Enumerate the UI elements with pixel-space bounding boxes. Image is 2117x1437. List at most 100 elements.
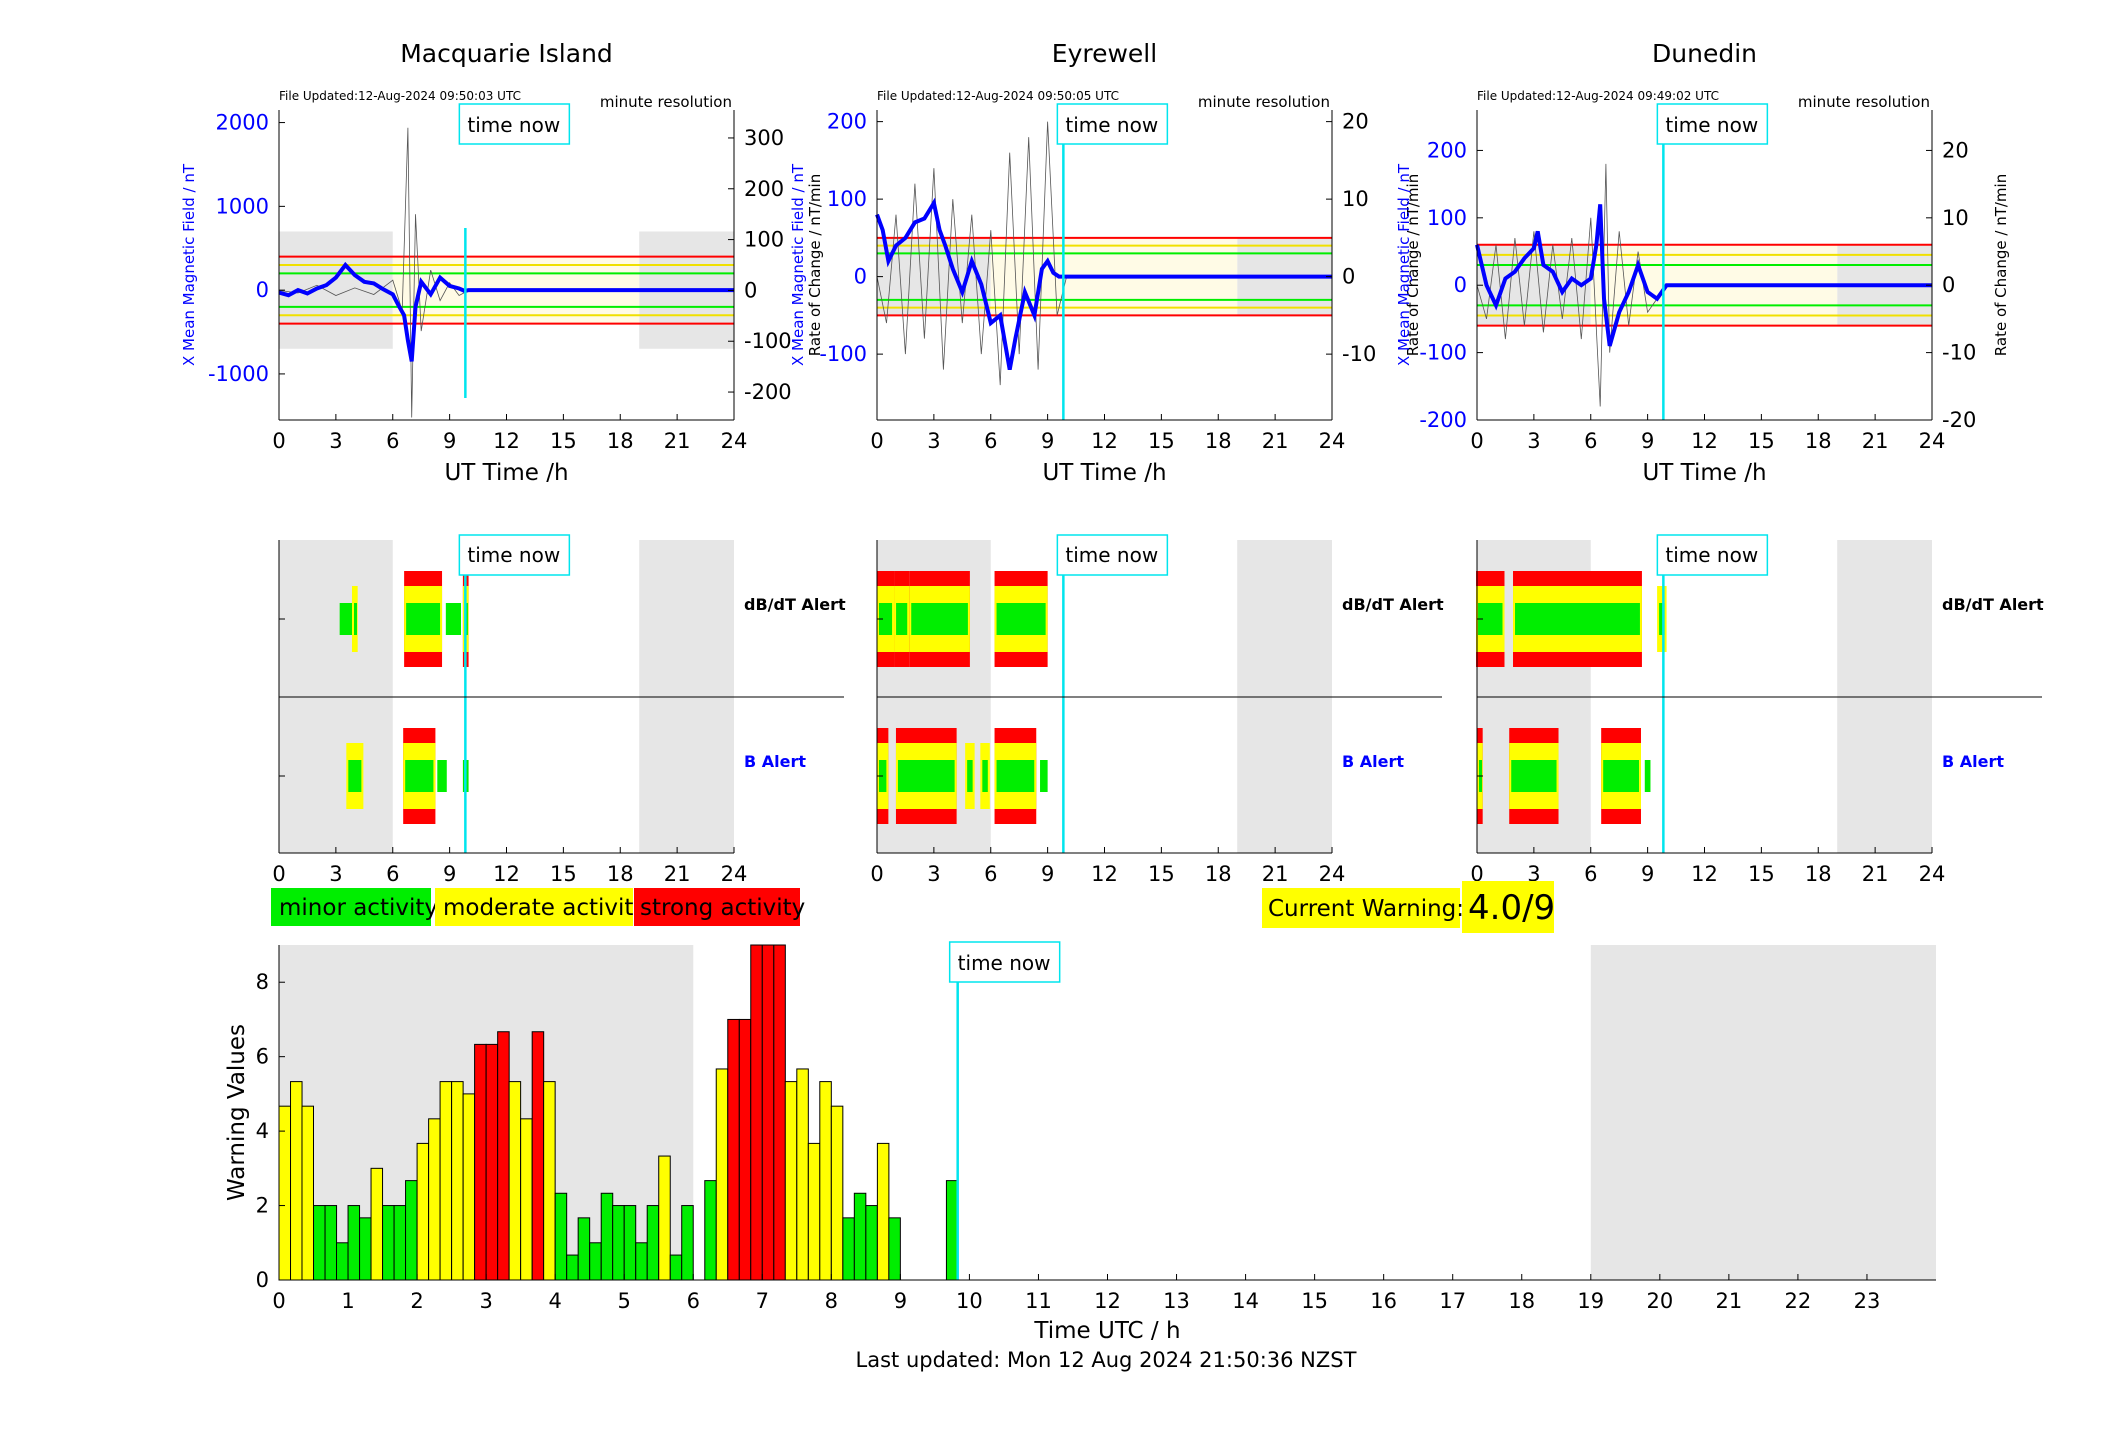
chart-y-tick-label: 2 xyxy=(256,1194,269,1218)
warning-bar xyxy=(370,1167,384,1281)
chart-x-tick-label: 19 xyxy=(1577,1289,1604,1313)
chart-y-tick-label: 6 xyxy=(256,1045,269,1069)
left-axis-label: X Mean Magnetic Field / nT xyxy=(180,163,198,366)
left-axis-label: X Mean Magnetic Field / nT xyxy=(789,163,807,366)
b-alert-block-minor xyxy=(897,760,955,792)
left-tick-label: 0 xyxy=(854,265,867,289)
warning-bar xyxy=(313,1205,326,1281)
right-tick-label: 100 xyxy=(744,228,784,252)
dbdt-alert-block-minor xyxy=(996,603,1046,635)
warning-bar xyxy=(761,944,775,1281)
warning-bar xyxy=(727,1018,740,1281)
night-shade xyxy=(1477,244,1591,326)
chart-x-tick-label: 18 xyxy=(1508,1289,1535,1313)
mean-field-series xyxy=(1475,204,1932,347)
dbdt-alert-label: dB/dT Alert xyxy=(1342,595,1444,614)
chart-x-tick-label: 0 xyxy=(272,1289,285,1313)
alert-x-tick-label: 12 xyxy=(1091,862,1118,886)
warning-bar xyxy=(842,1217,855,1281)
warning-bar xyxy=(278,1105,292,1281)
warning-bar xyxy=(784,1081,798,1281)
station-title: Dunedin xyxy=(1652,39,1757,68)
x-tick-label: 3 xyxy=(329,429,342,453)
legend-strong-label: strong activity xyxy=(640,895,805,921)
chart-time-now-label: time now xyxy=(958,951,1051,975)
chart-x-tick-label: 4 xyxy=(548,1289,561,1313)
dbdt-alert-block-minor xyxy=(445,603,461,635)
warning-bar xyxy=(807,1142,821,1281)
b-alert-block-minor xyxy=(1603,760,1639,792)
warning-bar xyxy=(554,1192,568,1281)
warning-bar xyxy=(853,1192,867,1281)
chart-y-tick-label: 4 xyxy=(256,1119,269,1143)
chart-x-tick-label: 10 xyxy=(956,1289,983,1313)
left-tick-label: 100 xyxy=(1427,206,1467,230)
b-alert-label: B Alert xyxy=(744,752,806,771)
warning-bar xyxy=(324,1205,338,1281)
current-warning-label: Current Warning: xyxy=(1268,896,1464,922)
right-tick-label: -20 xyxy=(1942,408,1976,432)
alert-x-tick-label: 0 xyxy=(1470,862,1483,886)
b-alert-block-minor xyxy=(437,760,447,792)
time-now-box xyxy=(1056,103,1169,145)
right-tick-label: 10 xyxy=(1342,187,1369,211)
warning-bar xyxy=(658,1155,671,1281)
station-title: Eyrewell xyxy=(1052,39,1157,68)
x-tick-label: 18 xyxy=(1805,429,1832,453)
alert-time-now-label: time now xyxy=(1665,543,1758,567)
alert-x-tick-label: 24 xyxy=(1319,862,1346,886)
chart-x-tick-label: 13 xyxy=(1163,1289,1190,1313)
alert-x-tick-label: 6 xyxy=(984,862,997,886)
x-tick-label: 21 xyxy=(664,429,691,453)
warning-bar xyxy=(623,1205,637,1281)
night-shade xyxy=(877,237,991,316)
alert-panel-2: time now dB/dT Alert B Alert 0 3 6 9 12 15 18 21 24 xyxy=(1470,534,2044,886)
dbdt-alert-block-minor xyxy=(896,603,908,635)
b-alert-block-minor xyxy=(405,760,434,792)
warning-bar xyxy=(738,1018,752,1281)
chart-x-axis-label: Time UTC / h xyxy=(1033,1318,1180,1344)
x-tick-label: 0 xyxy=(272,429,285,453)
x-tick-label: 12 xyxy=(1091,429,1118,453)
legend-strong-swatch xyxy=(634,888,800,926)
chart-x-tick-label: 11 xyxy=(1025,1289,1052,1313)
left-tick-label: 200 xyxy=(827,110,867,134)
last-updated: Last updated: Mon 12 Aug 2024 21:50:36 N… xyxy=(856,1348,1357,1372)
right-tick-label: 20 xyxy=(1342,110,1369,134)
warning-bar xyxy=(508,1081,522,1281)
right-tick-label: 0 xyxy=(1942,273,1955,297)
station-magnetometer-panels: Macquarie Island File Updated:12-Aug-2024… xyxy=(180,39,2010,486)
x-tick-label: 12 xyxy=(493,429,520,453)
alert-x-tick-label: 12 xyxy=(1691,862,1718,886)
warning-bar xyxy=(669,1254,683,1281)
warning-bar xyxy=(462,1093,476,1281)
right-axis-label: Rate of Change / nT/min xyxy=(1992,174,2010,356)
dbdt-alert-label: dB/dT Alert xyxy=(744,595,846,614)
chart-x-tick-label: 1 xyxy=(341,1289,354,1313)
warning-bar xyxy=(485,1043,499,1281)
resolution-label: minute resolution xyxy=(600,93,732,111)
current-warning-label-box xyxy=(1262,888,1460,928)
station-panel-2: Dunedin File Updated:12-Aug-2024 09:49:02… xyxy=(1395,39,2010,486)
station-title: Macquarie Island xyxy=(400,39,613,68)
alert-x-tick-label: 3 xyxy=(1527,862,1540,886)
left-tick-label: 1000 xyxy=(216,194,269,218)
chart-x-tick-label: 20 xyxy=(1646,1289,1673,1313)
x-tick-label: 3 xyxy=(927,429,940,453)
alert-time-now-box xyxy=(1656,534,1769,576)
chart-x-tick-label: 17 xyxy=(1439,1289,1466,1313)
station-alert-panels: time now dB/dT Alert B Alert 0 3 6 9 12 15 18 21 24… xyxy=(272,534,2044,886)
warning-bar xyxy=(600,1192,614,1281)
warning-bar xyxy=(439,1081,453,1281)
legend-moderate-label: moderate activity xyxy=(443,895,647,921)
x-tick-label: 9 xyxy=(443,429,456,453)
warning-bar xyxy=(520,1118,533,1281)
left-tick-label: 200 xyxy=(1427,138,1467,162)
chart-x-tick-label: 7 xyxy=(756,1289,769,1313)
warning-bar xyxy=(819,1081,832,1281)
file-updated: File Updated:12-Aug-2024 09:49:02 UTC xyxy=(1477,89,1719,103)
left-tick-label: 0 xyxy=(256,278,269,302)
chart-x-tick-label: 3 xyxy=(479,1289,492,1313)
time-now-box xyxy=(458,103,571,145)
